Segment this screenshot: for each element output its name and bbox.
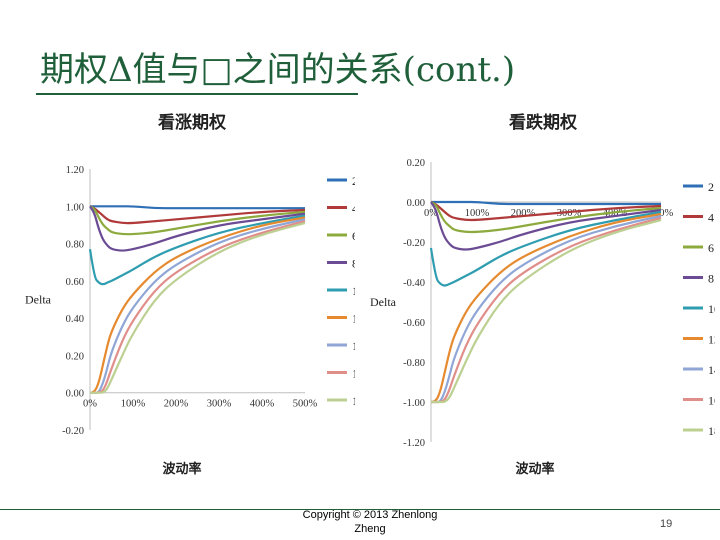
- series-line-10: [429, 210, 662, 287]
- legend-label: 4: [352, 202, 355, 216]
- title-underline: [36, 93, 358, 95]
- legend-label: 12: [352, 312, 355, 326]
- legend-label: 18: [708, 424, 715, 438]
- chart-title: 看跌期权: [508, 112, 578, 132]
- x-tick-label: 100%: [465, 208, 490, 219]
- page-number: 19: [660, 518, 673, 530]
- x-tick-label: 0%: [83, 399, 97, 410]
- y-axis-label: Delta: [25, 293, 52, 307]
- x-tick-label: 300%: [557, 208, 582, 219]
- put-delta-chart: 看跌期权 0.20 0.00 -0.20 -0.40 -0.60 -0.80 -1.00 -1.…: [370, 112, 715, 476]
- series-line-6: [430, 200, 662, 234]
- copyright-line-1: Copyright © 2013 Zhenlong: [302, 509, 438, 521]
- series-line-14: [431, 214, 662, 404]
- legend-label: 12: [708, 333, 715, 347]
- x-axis-label: 波动率: [162, 461, 201, 476]
- y-tick-label: -0.60: [403, 318, 425, 329]
- series-line-4: [430, 200, 662, 222]
- series-line-18: [90, 222, 306, 394]
- y-axis-label: Delta: [370, 295, 397, 309]
- y-tick-label: 0.60: [66, 277, 84, 288]
- y-tick-label: 0.40: [66, 314, 84, 325]
- x-tick-label: 500%: [649, 208, 674, 219]
- x-tick-label: 0%: [424, 208, 438, 219]
- y-tick-label: 0.80: [66, 240, 84, 251]
- series-line-4: [89, 205, 306, 225]
- footer-divider: [0, 509, 720, 510]
- y-tick-label: 0.00: [66, 389, 84, 400]
- legend-label: 10: [708, 302, 715, 316]
- slide-title: 期权Δ值与□之间的关系(cont.): [40, 50, 516, 90]
- y-tick-label: -1.20: [403, 438, 425, 449]
- series-line-8: [430, 201, 662, 251]
- y-tick-label: 0.20: [66, 351, 84, 362]
- copyright-line-2: Zheng: [354, 523, 386, 535]
- x-tick-label: 100%: [121, 399, 146, 410]
- x-tick-label: 200%: [511, 208, 536, 219]
- y-tick-label: -0.20: [403, 238, 425, 249]
- y-tick-label: -0.40: [403, 278, 425, 289]
- y-tick-label: -0.20: [62, 426, 84, 437]
- y-tick-label: -0.80: [403, 358, 425, 369]
- series-line-6: [89, 205, 306, 236]
- x-axis-label: 波动率: [515, 461, 554, 476]
- series-line-12: [430, 212, 662, 404]
- legend-label: 18: [352, 394, 355, 408]
- legend-label: 2: [708, 180, 714, 194]
- chart-title: 看涨期权: [157, 112, 227, 132]
- legend-label: 4: [708, 211, 714, 225]
- x-tick-label: 400%: [250, 399, 275, 410]
- series-line-10: [88, 214, 306, 286]
- x-tick-label: 400%: [603, 208, 628, 219]
- series-line-12: [89, 216, 306, 394]
- legend-label: 8: [352, 257, 355, 271]
- legend-label: 6: [352, 229, 355, 243]
- legend-label: 2: [352, 174, 355, 188]
- series-line-18: [431, 218, 662, 404]
- y-tick-label: 0.00: [407, 198, 425, 209]
- y-tick-label: 1.00: [66, 202, 84, 213]
- y-tick-label: 0.20: [407, 158, 425, 169]
- legend-label: 16: [352, 367, 355, 381]
- series-line-2: [431, 200, 661, 206]
- series-line-8: [89, 205, 306, 252]
- x-tick-label: 500%: [293, 399, 318, 410]
- legend-label: 10: [352, 284, 355, 298]
- legend-label: 14: [708, 363, 715, 377]
- series-line-2: [89, 205, 305, 210]
- copyright-text: Copyright © 2013 Zhenlong Zheng: [270, 508, 470, 536]
- x-tick-label: 300%: [207, 399, 232, 410]
- legend-label: 8: [708, 272, 714, 286]
- y-tick-label: 1.20: [66, 165, 84, 176]
- x-tick-label: 200%: [164, 399, 189, 410]
- call-delta-chart: 看涨期权 1.20 1.00 0.80 0.60 0.40 0.20 0.00 -0.20 0% 1…: [25, 112, 355, 476]
- legend-label: 14: [352, 339, 355, 353]
- y-tick-label: -1.00: [403, 398, 425, 409]
- legend-label: 6: [708, 241, 714, 255]
- legend-label: 16: [708, 394, 715, 408]
- series-line-14: [90, 218, 306, 394]
